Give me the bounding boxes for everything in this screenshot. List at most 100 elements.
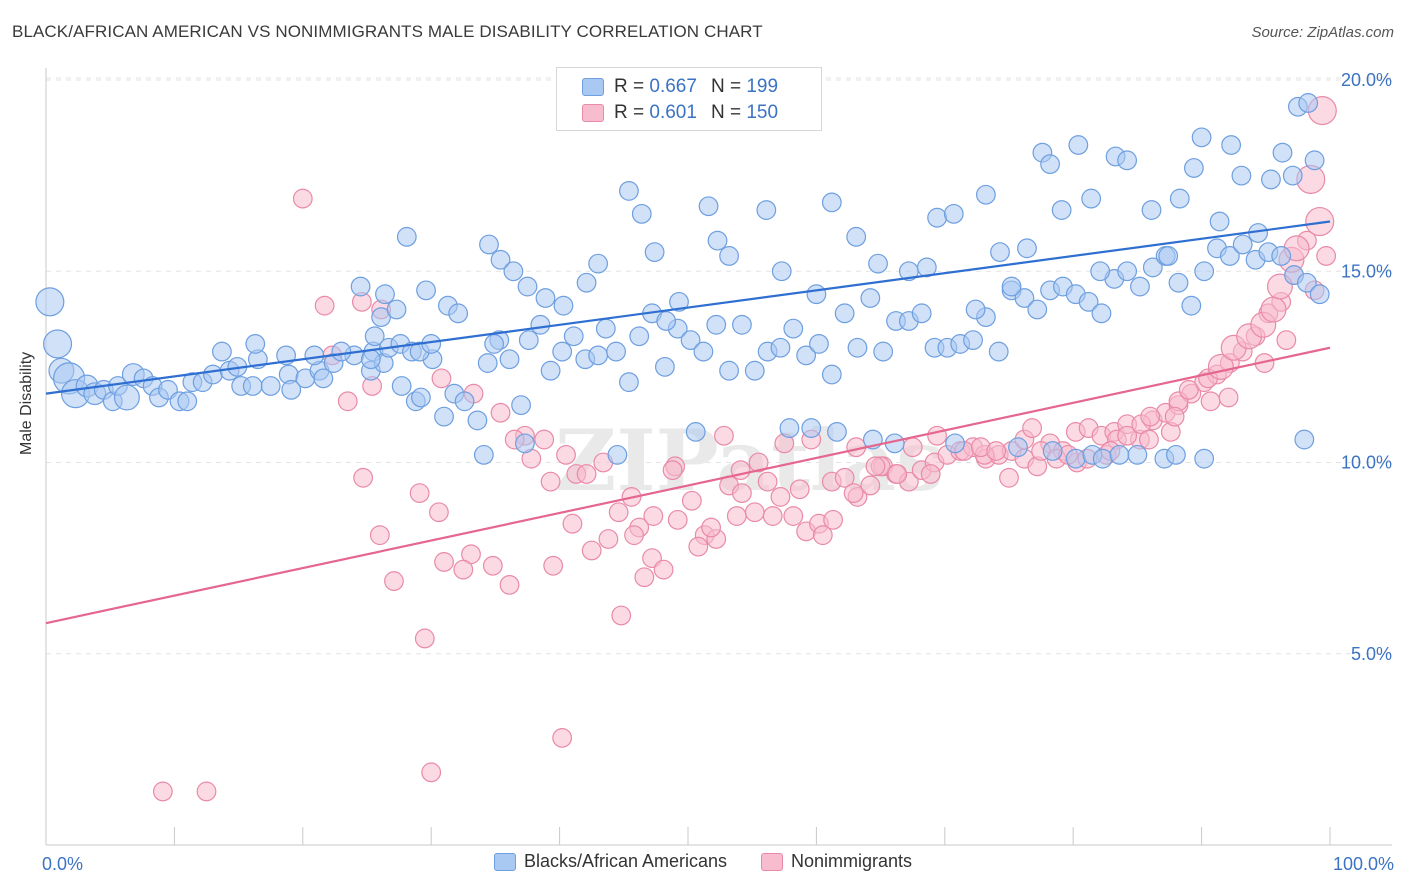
blacks-point	[350, 276, 371, 297]
blacks-point	[588, 253, 609, 274]
blacks-point	[313, 368, 334, 389]
blacks-point	[1272, 142, 1293, 163]
nonimmigrants-point	[581, 540, 602, 561]
nonimmigrants-point	[152, 781, 173, 802]
blacks-point	[364, 326, 385, 347]
blacks-point	[1130, 276, 1150, 297]
pink-swatch	[761, 852, 784, 871]
blacks-point	[1194, 261, 1215, 282]
blacks-point	[1298, 93, 1319, 113]
blacks-point	[35, 287, 65, 317]
nonimmigrants-point	[834, 467, 855, 488]
nonimmigrants-point	[1139, 429, 1159, 450]
blacks-point	[1068, 135, 1089, 155]
y-tick-labels: 5.0% 10.0% 15.0% 20.0%	[1341, 70, 1392, 664]
blacks-point	[868, 253, 888, 274]
blacks-point	[588, 345, 609, 366]
nonimmigrants-point	[434, 552, 454, 572]
blacks-point	[203, 364, 223, 385]
blacks-point	[1141, 200, 1162, 220]
blacks-point	[1181, 295, 1202, 316]
nonimmigrants-point	[662, 460, 683, 481]
nonimmigrants-point	[667, 509, 688, 530]
blacks-point	[1078, 291, 1099, 312]
blacks-point	[360, 349, 381, 370]
nonimmigrants-point	[534, 429, 555, 450]
blacks-point	[1232, 234, 1253, 255]
blacks-point	[827, 422, 847, 442]
legend-label-blacks: Blacks/African Americans	[523, 851, 728, 871]
blacks-point	[990, 242, 1010, 263]
n-label: N =	[710, 76, 742, 97]
blacks-point	[965, 299, 986, 320]
n-value-nonimmigrants: 150	[746, 102, 779, 123]
nonimmigrants-point	[1164, 406, 1185, 427]
r-label: R =	[614, 76, 645, 97]
blacks-point	[1090, 261, 1111, 282]
blacks-point	[685, 422, 706, 442]
x-tick-label: 0.0%	[42, 854, 83, 874]
nonimmigrants-point	[920, 464, 941, 484]
blacks-point	[801, 418, 822, 438]
r-label: R =	[614, 102, 645, 123]
nonimmigrants-point	[634, 567, 655, 588]
blacks-point	[680, 330, 701, 351]
nonimmigrants-point	[429, 502, 449, 523]
blacks-point	[1191, 127, 1212, 148]
blacks-point	[732, 314, 752, 335]
legend-row-nonimmigrants: R = 0.601 N = 150	[582, 101, 778, 125]
blacks-point	[1166, 444, 1186, 465]
nonimmigrants-point	[1178, 379, 1199, 400]
nonimmigrants-points	[152, 96, 1337, 802]
blacks-point	[375, 284, 395, 305]
nonimmigrants-point	[789, 479, 810, 500]
r-value-blacks: 0.667	[649, 76, 697, 97]
n-value-blacks: 199	[746, 76, 779, 97]
nonimmigrants-point	[369, 525, 390, 546]
blacks-point	[1065, 448, 1086, 469]
blacks-point	[607, 444, 628, 465]
nonimmigrants-point	[490, 402, 511, 423]
blacks-point	[783, 318, 804, 339]
chart-title: BLACK/AFRICAN AMERICAN VS NONIMMIGRANTS …	[12, 22, 763, 41]
blacks-point	[719, 246, 739, 266]
nonimmigrants-point	[292, 188, 313, 209]
nonimmigrants-point	[726, 506, 747, 526]
nonimmigrants-point	[556, 444, 576, 465]
blacks-point	[595, 318, 616, 339]
nonimmigrants-point	[860, 475, 881, 496]
blacks-point	[242, 376, 263, 396]
r-value-nonimmigrants: 0.601	[649, 102, 697, 123]
blacks-point	[1051, 200, 1072, 220]
nonimmigrants-point	[499, 575, 520, 595]
blacks-point	[467, 410, 488, 431]
blacks-point	[847, 337, 868, 358]
blacks-point	[113, 384, 140, 411]
blacks-point	[576, 272, 597, 293]
blacks-point	[411, 387, 431, 408]
blacks-point	[806, 284, 827, 305]
y-tick-label: 10.0%	[1341, 453, 1392, 473]
blacks-point	[916, 257, 937, 278]
blacks-point	[515, 433, 535, 454]
blacks-point	[1309, 284, 1330, 305]
blacks-point	[975, 184, 996, 205]
nonimmigrants-point	[714, 425, 734, 446]
blacks-point	[530, 314, 551, 335]
nonimmigrants-point	[902, 437, 923, 458]
blacks-point	[1271, 246, 1292, 266]
nonimmigrants-point	[1316, 246, 1337, 266]
blacks-point	[499, 349, 520, 370]
legend-item-blacks: Blacks/African Americans	[493, 851, 728, 872]
blacks-point	[434, 406, 454, 427]
nonimmigrants-point	[409, 483, 430, 504]
blacks-point	[477, 353, 498, 373]
correlation-legend: R = 0.667 N = 199 R = 0.601 N = 150	[556, 67, 822, 131]
blacks-point	[706, 314, 727, 335]
blacks-point	[1304, 150, 1325, 171]
nonimmigrants-point	[453, 559, 474, 580]
y-tick-label: 15.0%	[1341, 261, 1392, 281]
blacks-point	[619, 372, 639, 393]
blacks-point	[1001, 276, 1022, 297]
blacks-point	[629, 326, 650, 347]
